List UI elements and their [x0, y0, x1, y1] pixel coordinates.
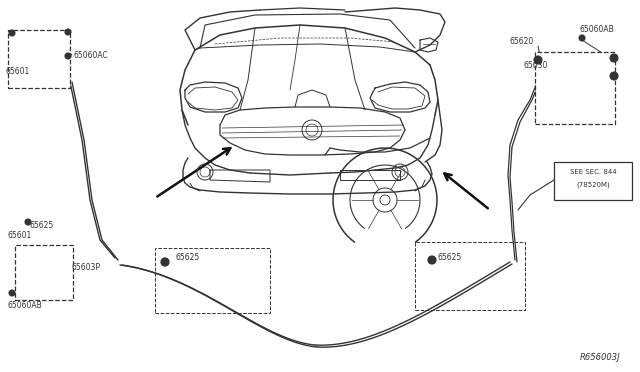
Circle shape [161, 258, 169, 266]
Circle shape [25, 219, 31, 225]
Text: (78520M): (78520M) [576, 182, 610, 188]
Circle shape [9, 30, 15, 36]
Circle shape [579, 35, 585, 41]
Text: R656003J: R656003J [579, 353, 620, 362]
Text: 65060AB: 65060AB [7, 301, 42, 311]
Circle shape [65, 29, 71, 35]
Circle shape [9, 290, 15, 296]
Text: 65060AB: 65060AB [580, 26, 615, 35]
Circle shape [610, 72, 618, 80]
Text: 65601: 65601 [7, 231, 31, 241]
Bar [415, 242, 525, 310]
Circle shape [65, 53, 71, 59]
Text: 65630: 65630 [523, 61, 547, 70]
Text: 65625: 65625 [30, 221, 54, 230]
Text: 65601: 65601 [5, 67, 29, 77]
Text: 65060AC: 65060AC [73, 51, 108, 60]
Bar [155, 248, 270, 313]
Bar [554, 162, 632, 200]
Bar [15, 245, 73, 300]
Circle shape [534, 56, 542, 64]
Bar [535, 52, 615, 124]
Circle shape [428, 256, 436, 264]
Text: 65625: 65625 [175, 253, 199, 263]
Text: 65603P: 65603P [72, 263, 101, 273]
Text: SEE SEC. 844: SEE SEC. 844 [570, 169, 616, 175]
Circle shape [610, 54, 618, 62]
Text: 65620: 65620 [510, 38, 534, 46]
Bar [8, 30, 70, 88]
Text: 65625: 65625 [438, 253, 462, 263]
